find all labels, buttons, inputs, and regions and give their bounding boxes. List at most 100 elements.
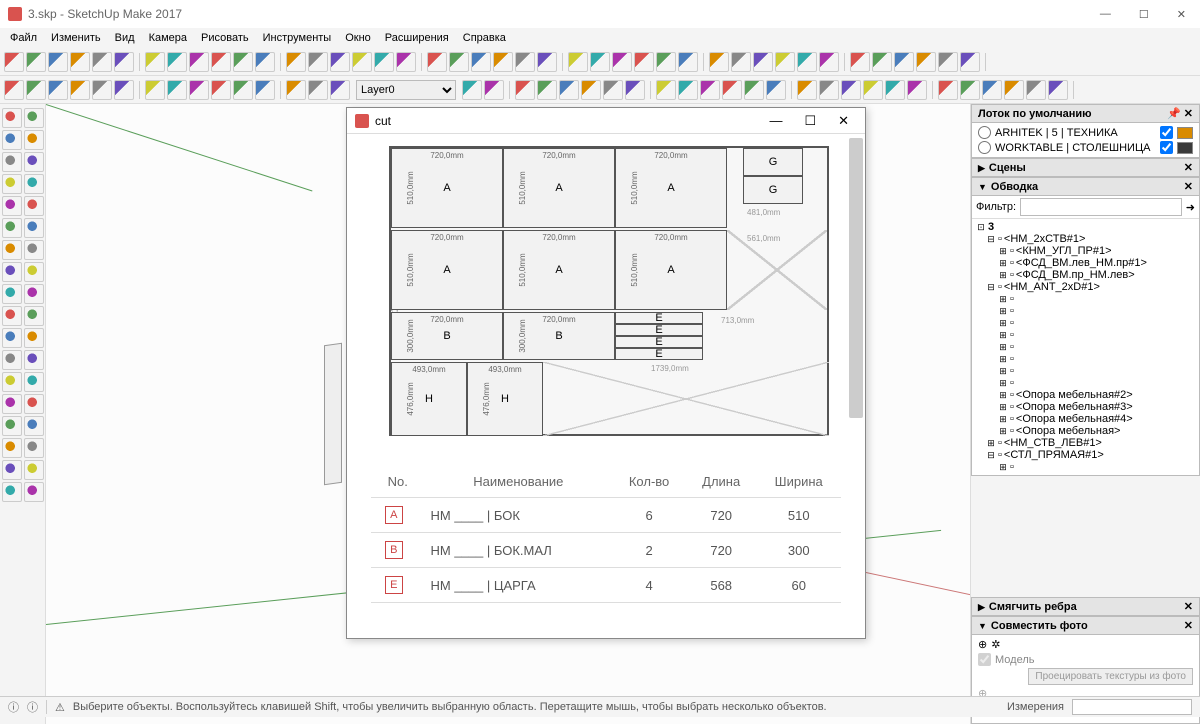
toolbar-button[interactable] xyxy=(308,80,328,100)
toolbar-button[interactable] xyxy=(863,80,883,100)
toolbar-button[interactable] xyxy=(189,80,209,100)
toolbar-button[interactable] xyxy=(462,80,482,100)
toolbar-button[interactable] xyxy=(1048,80,1068,100)
toolbar-button[interactable] xyxy=(537,80,557,100)
layer-select[interactable]: Layer0 xyxy=(356,80,456,100)
filter-input[interactable] xyxy=(1020,198,1182,216)
tool-button[interactable] xyxy=(2,152,22,172)
toolbar-button[interactable] xyxy=(493,52,513,72)
tool-button[interactable] xyxy=(24,460,44,480)
tree-item[interactable]: ⊞▫ xyxy=(974,329,1197,341)
toolbar-button[interactable] xyxy=(374,52,394,72)
toolbar-button[interactable] xyxy=(850,52,870,72)
model-checkbox[interactable] xyxy=(978,653,991,666)
toolbar-button[interactable] xyxy=(471,52,491,72)
tree-item[interactable]: ⊞▫ xyxy=(974,461,1197,473)
toolbar-button[interactable] xyxy=(233,80,253,100)
toolbar-button[interactable] xyxy=(1004,80,1024,100)
toolbar-button[interactable] xyxy=(352,52,372,72)
menu-Инструменты[interactable]: Инструменты xyxy=(257,30,338,46)
toolbar-button[interactable] xyxy=(255,52,275,72)
tree-item[interactable]: ⊞▫<ФСД_ВМ.лев_НМ.пр#1> xyxy=(974,257,1197,269)
outliner-header[interactable]: ▼Обводка✕ xyxy=(971,177,1200,196)
toolbar-button[interactable] xyxy=(211,52,231,72)
menu-Расширения[interactable]: Расширения xyxy=(379,30,455,46)
toolbar-button[interactable] xyxy=(515,52,535,72)
toolbar-button[interactable] xyxy=(960,52,980,72)
toolbar-button[interactable] xyxy=(70,80,90,100)
tool-button[interactable] xyxy=(24,328,44,348)
menu-Вид[interactable]: Вид xyxy=(109,30,141,46)
toolbar-button[interactable] xyxy=(753,52,773,72)
matchphoto-header[interactable]: ▼Совместить фото✕ xyxy=(971,616,1200,635)
tool-button[interactable] xyxy=(24,262,44,282)
menu-Окно[interactable]: Окно xyxy=(339,30,377,46)
toolbar-button[interactable] xyxy=(92,80,112,100)
toolbar-button[interactable] xyxy=(145,52,165,72)
toolbar-button[interactable] xyxy=(559,80,579,100)
toolbar-button[interactable] xyxy=(612,52,632,72)
toolbar-button[interactable] xyxy=(819,52,839,72)
toolbar-button[interactable] xyxy=(189,52,209,72)
toolbar-button[interactable] xyxy=(145,80,165,100)
toolbar-button[interactable] xyxy=(1026,80,1046,100)
cut-maximize-button[interactable]: ☐ xyxy=(796,111,824,131)
toolbar-button[interactable] xyxy=(581,80,601,100)
soften-header[interactable]: ▶Смягчить ребра✕ xyxy=(971,597,1200,616)
tree-item[interactable]: ⊞▫<Опора мебельная> xyxy=(974,425,1197,437)
toolbar-button[interactable] xyxy=(330,52,350,72)
tool-button[interactable] xyxy=(2,196,22,216)
tool-button[interactable] xyxy=(24,152,44,172)
toolbar-button[interactable] xyxy=(167,80,187,100)
tree-item[interactable]: ⊞▫<НМ_СТВ_ЛЕВ#1> xyxy=(974,437,1197,449)
material-row[interactable]: ARHITEK | 5 | ТЕХНИКА xyxy=(974,125,1197,140)
tool-button[interactable] xyxy=(24,306,44,326)
toolbar-button[interactable] xyxy=(449,52,469,72)
tree-item[interactable]: ⊞▫<Опора мебельная#3> xyxy=(974,401,1197,413)
toolbar-button[interactable] xyxy=(484,80,504,100)
toolbar-button[interactable] xyxy=(766,80,786,100)
tree-item[interactable]: ⊞▫<ФСД_ВМ.пр_НМ.лев> xyxy=(974,269,1197,281)
toolbar-button[interactable] xyxy=(938,52,958,72)
tool-button[interactable] xyxy=(24,416,44,436)
tree-item[interactable]: ⊟▫<НМ_2хСТВ#1> xyxy=(974,233,1197,245)
tool-button[interactable] xyxy=(2,482,22,502)
toolbar-button[interactable] xyxy=(211,80,231,100)
tree-root[interactable]: ⊡3 xyxy=(974,221,1197,233)
toolbar-button[interactable] xyxy=(960,80,980,100)
toolbar-button[interactable] xyxy=(797,52,817,72)
toolbar-button[interactable] xyxy=(656,80,676,100)
toolbar-button[interactable] xyxy=(4,52,24,72)
tool-button[interactable] xyxy=(24,482,44,502)
toolbar-button[interactable] xyxy=(819,80,839,100)
tool-button[interactable] xyxy=(2,306,22,326)
toolbar-button[interactable] xyxy=(48,52,68,72)
toolbar-button[interactable] xyxy=(48,80,68,100)
tree-item[interactable]: ⊟▫<СТЛ_ПРЯМАЯ#1> xyxy=(974,449,1197,461)
filter-go-icon[interactable]: ➜ xyxy=(1186,201,1195,214)
toolbar-button[interactable] xyxy=(590,52,610,72)
tool-button[interactable] xyxy=(2,416,22,436)
minimize-button[interactable]: — xyxy=(1094,6,1117,23)
viewport[interactable]: cut — ☐ ✕ 1830,0mm 720,0mm 510,0mm A xyxy=(46,104,970,724)
cut-minimize-button[interactable]: — xyxy=(761,111,790,131)
tool-button[interactable] xyxy=(2,240,22,260)
tree-item[interactable]: ⊞▫ xyxy=(974,341,1197,353)
toolbar-button[interactable] xyxy=(603,80,623,100)
toolbar-button[interactable] xyxy=(255,80,275,100)
cut-scrollbar[interactable] xyxy=(849,138,863,418)
tree-item[interactable]: ⊞▫ xyxy=(974,305,1197,317)
menu-Справка[interactable]: Справка xyxy=(457,30,512,46)
maximize-button[interactable]: ☐ xyxy=(1133,6,1155,23)
tool-button[interactable] xyxy=(2,130,22,150)
toolbar-button[interactable] xyxy=(894,52,914,72)
toolbar-button[interactable] xyxy=(744,80,764,100)
toolbar-button[interactable] xyxy=(775,52,795,72)
toolbar-button[interactable] xyxy=(70,52,90,72)
add-icon[interactable]: ⊕ xyxy=(978,638,987,651)
tool-button[interactable] xyxy=(24,218,44,238)
toolbar-button[interactable] xyxy=(308,52,328,72)
tool-button[interactable] xyxy=(2,438,22,458)
toolbar-button[interactable] xyxy=(114,80,134,100)
tool-button[interactable] xyxy=(24,284,44,304)
